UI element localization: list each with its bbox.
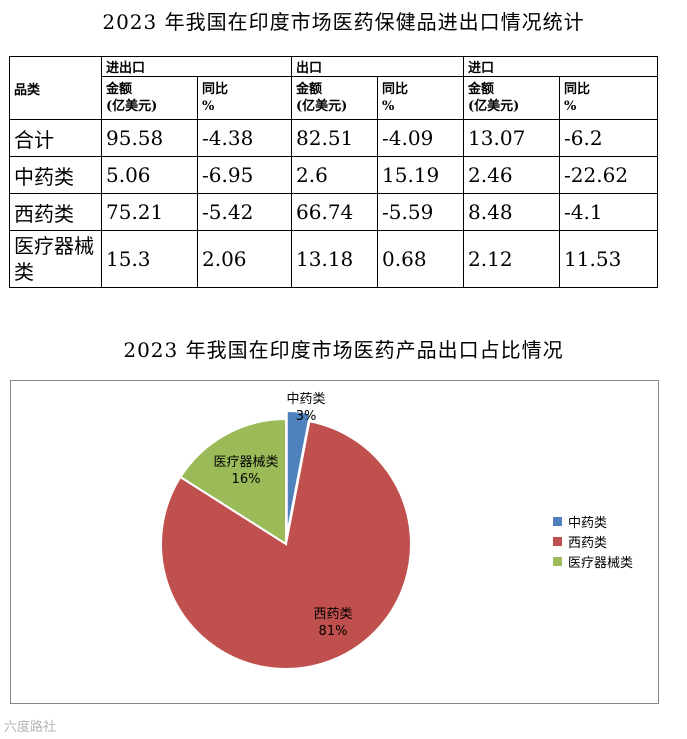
table-cell: -4.09 — [377, 119, 465, 157]
slice-label: 中药类 — [286, 392, 325, 407]
table-cell: -5.42 — [196, 193, 293, 231]
table-cell: 75.21 — [101, 193, 198, 231]
table-row: 合计 95.58 -4.38 82.51 -4.09 13.07 -6.2 — [9, 119, 659, 157]
table-cell: 0.68 — [377, 230, 465, 288]
table-cell: 11.53 — [559, 230, 659, 288]
yoy-header: 同比% — [196, 76, 293, 120]
row-name: 医疗器械类 — [9, 230, 102, 288]
watermark: 六度路社 — [4, 720, 57, 735]
legend-swatch — [553, 516, 562, 526]
table-cell: -5.59 — [377, 193, 465, 231]
row-name: 西药类 — [9, 193, 102, 231]
slice-label: 西药类 — [313, 607, 352, 622]
table-cell: 2.46 — [463, 156, 561, 194]
row-name: 合计 — [9, 119, 102, 157]
row-name: 中药类 — [9, 156, 102, 194]
table-row: 西药类 75.21 -5.42 66.74 -5.59 8.48 -4.1 — [9, 193, 659, 231]
slice-percent-label: 81% — [319, 624, 348, 639]
table-title: 2023 年我国在印度市场医药保健品进出口情况统计 — [102, 10, 585, 34]
table-cell: 15.19 — [377, 156, 465, 194]
table-cell: -4.38 — [196, 119, 293, 157]
table-cell: 2.06 — [196, 230, 293, 288]
legend-label: 医疗器械类 — [568, 555, 634, 571]
table-row: 中药类 5.06 -6.95 2.6 15.19 2.46 -22.62 — [9, 156, 659, 194]
pie-slice — [179, 417, 287, 546]
table-cell: 13.18 — [291, 230, 379, 288]
table-row: 医疗器械类 15.3 2.06 13.18 0.68 2.12 11.53 — [9, 230, 659, 288]
legend-swatch — [553, 536, 562, 546]
table-cell: -6.95 — [196, 156, 293, 194]
chart-title: 2023 年我国在印度市场医药产品出口占比情况 — [123, 338, 564, 362]
amount-header: 金额 (亿美元) — [463, 76, 561, 120]
legend-label: 中药类 — [568, 515, 608, 531]
category-header: 品类 — [9, 56, 102, 120]
slice-label: 医疗器械类 — [213, 455, 278, 470]
legend-label: 西药类 — [568, 535, 608, 551]
table-cell: -4.1 — [559, 193, 659, 231]
chart-legend: 中药类 西药类 医疗器械类 — [553, 511, 633, 571]
legend-item: 西药类 — [553, 531, 633, 551]
table-cell: -22.62 — [559, 156, 659, 194]
slice-percent-label: 3% — [296, 409, 317, 424]
legend-item: 中药类 — [553, 511, 633, 531]
trade-stats-table: 品类 进出口 出口 进口 金额 (亿美元) 同比% 金额 (亿美元) 同比% 金额(… — [9, 56, 659, 288]
table-cell: 2.6 — [291, 156, 379, 194]
table-cell: -6.2 — [559, 119, 659, 157]
table-cell: 2.12 — [463, 230, 561, 288]
table-cell: 66.74 — [291, 193, 379, 231]
yoy-header: 同比% — [559, 76, 659, 120]
legend-item: 医疗器械类 — [553, 551, 633, 571]
table-cell: 5.06 — [101, 156, 198, 194]
table-cell: 8.48 — [463, 193, 561, 231]
chart-area — [10, 380, 659, 704]
amount-header: 金额 (亿美元) — [101, 76, 198, 120]
table-cell: 13.07 — [463, 119, 561, 157]
slice-percent-label: 16% — [232, 472, 261, 487]
legend-swatch — [553, 556, 562, 566]
